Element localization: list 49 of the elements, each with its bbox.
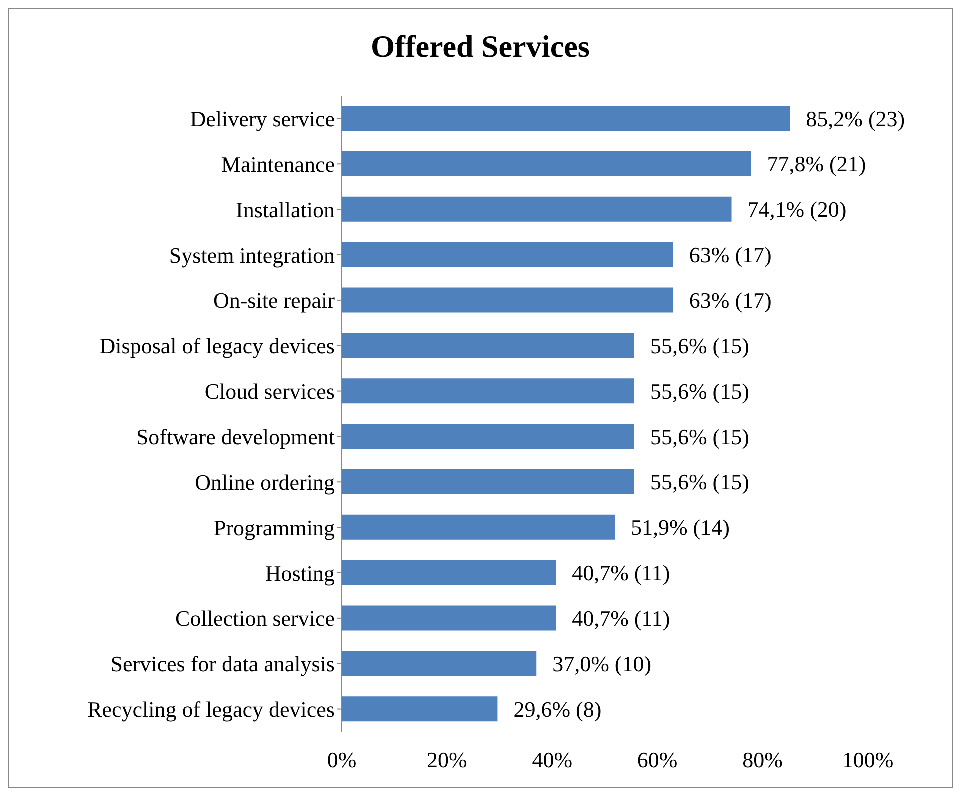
y-tick-label: System integration (169, 242, 335, 268)
bar (342, 242, 674, 268)
y-tick-label: Services for data analysis (110, 652, 335, 677)
y-tick-label: Online ordering (195, 470, 335, 495)
data-label: 77,8% (21) (767, 152, 866, 177)
data-label: 40,7% (11) (572, 560, 670, 586)
y-tick-label: Software development (136, 424, 335, 450)
bar (342, 333, 634, 358)
y-tick-label: On-site repair (213, 288, 336, 314)
x-tick-label: 20% (427, 748, 468, 773)
data-label: 55,6% (15) (650, 378, 750, 404)
bar (342, 288, 674, 313)
y-tick-label: Collection service (176, 606, 335, 632)
bar (342, 606, 556, 631)
data-label: 74,1% (20) (748, 197, 847, 222)
data-label: 51,9% (14) (630, 515, 730, 540)
y-tick-label: Delivery service (190, 106, 335, 132)
x-tick-label: 80% (742, 748, 783, 773)
bar (342, 651, 537, 676)
x-tick-label: 40% (532, 748, 573, 773)
x-tick-label: 0% (327, 748, 357, 773)
y-tick-label: Installation (236, 197, 335, 222)
y-tick-label: Hosting (265, 560, 335, 586)
data-label: 55,6% (15) (650, 470, 750, 495)
data-label: 55,6% (15) (650, 333, 750, 358)
bar (342, 514, 615, 540)
bar (342, 151, 752, 176)
bar (342, 196, 732, 222)
bar (342, 378, 634, 404)
data-label: 63% (17) (689, 288, 772, 314)
bar (342, 560, 556, 586)
bar (342, 469, 634, 494)
chart-title: Offered Services (370, 29, 591, 65)
y-tick-label: Maintenance (221, 152, 335, 177)
x-tick-label: 60% (637, 748, 678, 773)
data-label: 55,6% (15) (650, 424, 750, 450)
x-tick-label: 100% (842, 748, 894, 773)
bar (342, 424, 634, 449)
y-tick-label: Cloud services (204, 379, 335, 404)
data-label: 29,6% (8) (514, 696, 602, 722)
data-label: 37,0% (10) (552, 651, 652, 676)
bar (342, 106, 790, 131)
data-label: 63% (17) (689, 242, 772, 268)
y-tick-label: Disposal of legacy devices (100, 334, 335, 359)
y-tick-label: Recycling of legacy devices (88, 697, 335, 722)
bar (342, 696, 498, 722)
y-tick-label: Programming (214, 515, 335, 540)
data-label: 85,2% (23) (806, 106, 906, 132)
data-label: 40,7% (11) (572, 606, 670, 632)
